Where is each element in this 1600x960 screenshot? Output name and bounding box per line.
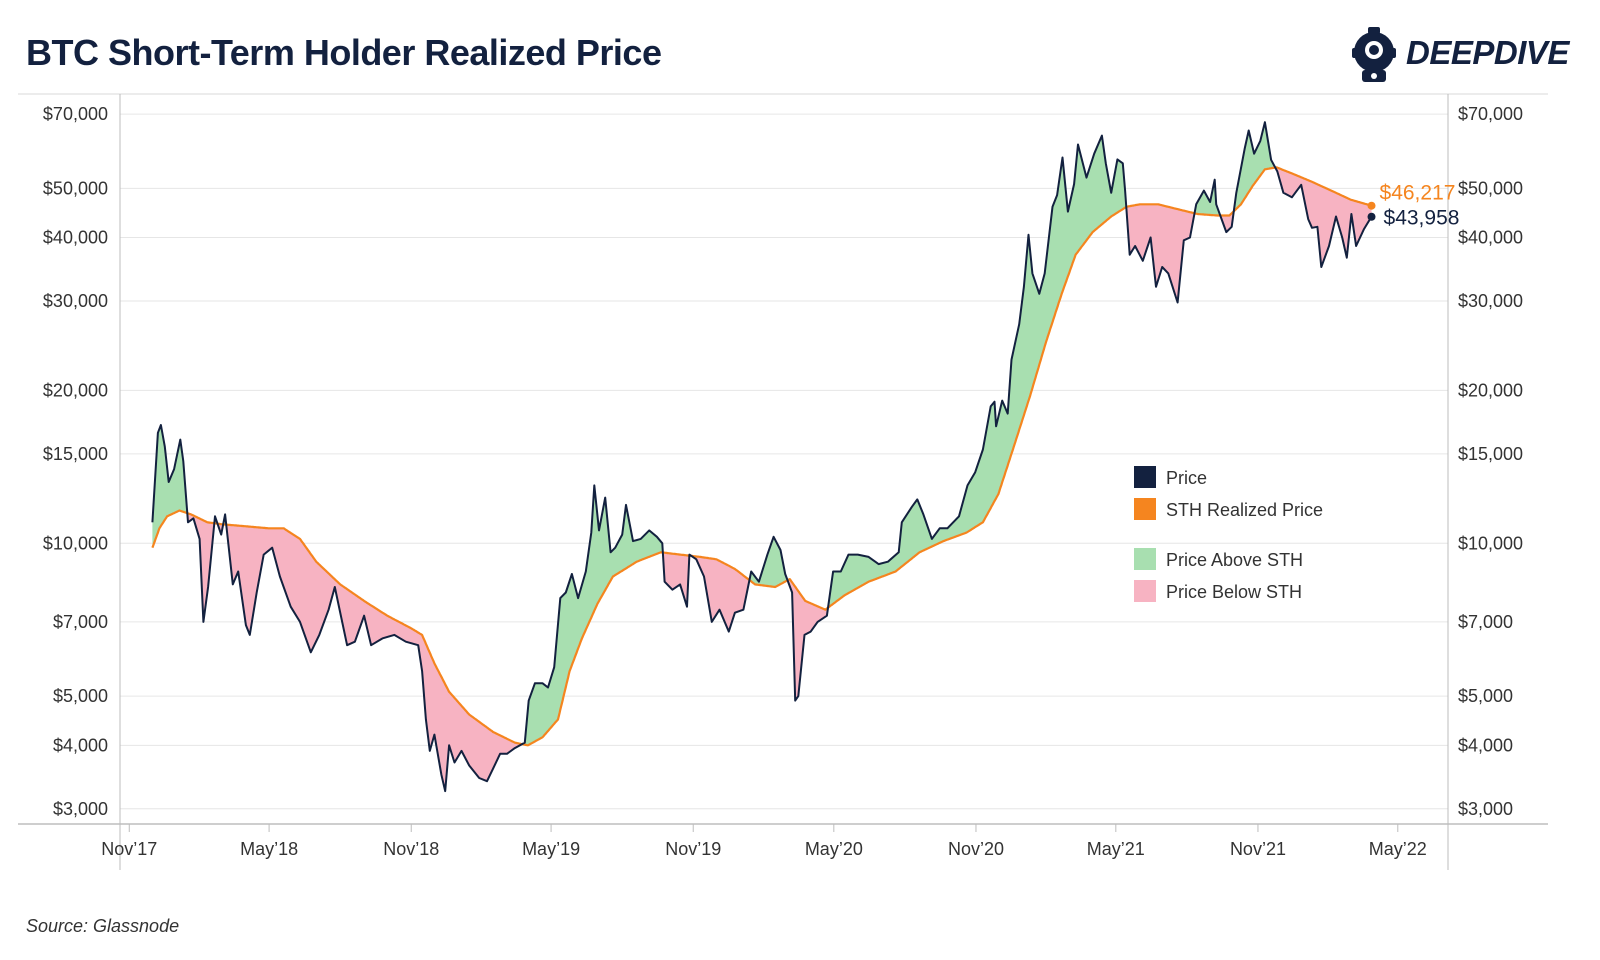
fill-below-sth [1126, 204, 1194, 303]
x-axis: Nov’17 May’18 Nov’18 May’19 Nov’19 May’20 Nov’… [101, 824, 1427, 859]
y-tick-label-right: $40,000 [1458, 228, 1523, 248]
series-lines [151, 121, 1373, 793]
fill-below-sth [226, 524, 522, 792]
x-tick-label: May’21 [1087, 839, 1145, 859]
y-tick-label-left: $50,000 [43, 178, 108, 198]
y-tick-label-left: $20,000 [43, 380, 108, 400]
y-tick-label-right: $10,000 [1458, 533, 1523, 553]
fill-above-sth [522, 485, 663, 746]
y-tick-label-right: $50,000 [1458, 178, 1523, 198]
legend-label: Price Below STH [1166, 582, 1302, 602]
x-tick-label: Nov’19 [665, 839, 721, 859]
diver-helmet-icon [1352, 27, 1396, 82]
y-tick-label-left: $5,000 [53, 686, 108, 706]
legend-label: Price Above STH [1166, 550, 1303, 570]
x-tick-label: May’19 [522, 839, 580, 859]
y-tick-label-left: $30,000 [43, 291, 108, 311]
y-axis-left: $3,000 $4,000 $5,000 $7,000 $10,000 $15,000 $2… [43, 104, 108, 819]
y-tick-label-left: $10,000 [43, 533, 108, 553]
y-tick-label-right: $15,000 [1458, 444, 1523, 464]
y-tick-label-right: $4,000 [1458, 735, 1513, 755]
y-tick-label-left: $70,000 [43, 104, 108, 124]
chart-frame [18, 93, 1548, 870]
fill-below-sth [663, 552, 689, 607]
x-tick-label: Nov’21 [1230, 839, 1286, 859]
y-tick-label-left: $4,000 [53, 735, 108, 755]
y-axis-right: $3,000 $4,000 $5,000 $7,000 $10,000 $15,000 $2… [1458, 104, 1523, 819]
legend-swatch [1134, 466, 1156, 488]
y-tick-label-right: $3,000 [1458, 799, 1513, 819]
x-tick-label: Nov’18 [383, 839, 439, 859]
x-tick-label: May’20 [805, 839, 863, 859]
legend-swatch [1134, 548, 1156, 570]
sth-last-value: $46,217 [1380, 182, 1456, 205]
y-tick-label-left: $3,000 [53, 799, 108, 819]
x-tick-label: Nov’17 [101, 839, 157, 859]
fill-above-sth [152, 425, 188, 548]
fill-above-sth [1234, 122, 1275, 212]
y-tick-label-left: $15,000 [43, 444, 108, 464]
x-tick-label: May’22 [1369, 839, 1427, 859]
y-tick-label-right: $20,000 [1458, 380, 1523, 400]
legend: Price STH Realized Price Price Above STH Pr… [1134, 466, 1323, 602]
x-tick-label: Nov’20 [948, 839, 1004, 859]
y-tick-label-left: $7,000 [53, 612, 108, 632]
y-tick-label-left: $40,000 [43, 228, 108, 248]
price-end-point [1367, 212, 1376, 221]
area-fills [152, 122, 1372, 792]
sth-end-point [1367, 201, 1376, 210]
y-tick-label-right: $7,000 [1458, 612, 1513, 632]
fill-below-sth [1275, 167, 1372, 267]
legend-swatch [1134, 498, 1156, 520]
y-tick-label-right: $30,000 [1458, 291, 1523, 311]
x-tick-label: May’18 [240, 839, 298, 859]
deepdive-logo: DEEPDIVE [1348, 24, 1588, 88]
fill-above-sth [749, 536, 788, 587]
legend-label: STH Realized Price [1166, 500, 1323, 520]
logo-wordmark: DEEPDIVE [1406, 34, 1569, 71]
last-value-labels: $46,217$43,958 [1367, 182, 1460, 230]
y-tick-label-right: $5,000 [1458, 686, 1513, 706]
fill-below-sth [788, 579, 828, 701]
legend-label: Price [1166, 468, 1207, 488]
fill-above-sth [828, 135, 1126, 608]
price-last-value: $43,958 [1384, 207, 1460, 230]
sth-realized-price-line [151, 166, 1372, 747]
page-title: BTC Short-Term Holder Realized Price [26, 32, 662, 73]
gridlines [120, 113, 1448, 810]
y-tick-label-right: $70,000 [1458, 104, 1523, 124]
source-note: Source: Glassnode [26, 916, 180, 936]
legend-swatch [1134, 580, 1156, 602]
price-line [151, 121, 1373, 793]
